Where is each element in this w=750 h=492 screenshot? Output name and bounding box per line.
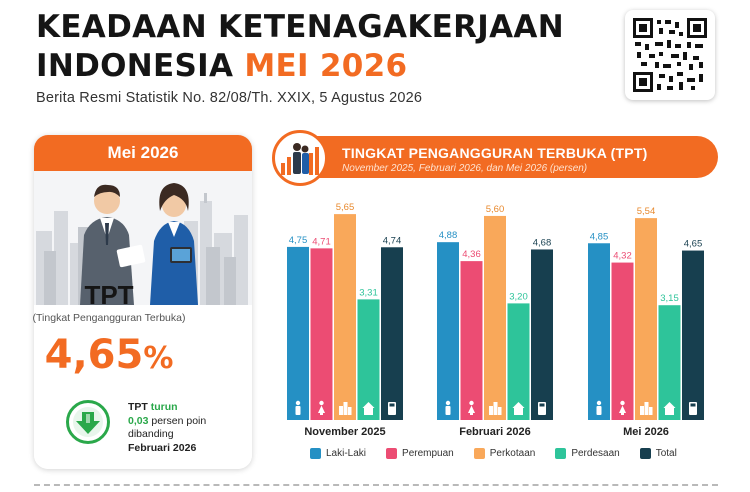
bar-perempuan-0 (310, 248, 333, 420)
tpt-value: 4,65% (0, 332, 218, 378)
legend-label: Perempuan (402, 448, 454, 459)
legend-swatch (386, 448, 398, 459)
tpt-summary-card: Mei 2026 (34, 135, 252, 469)
note-trend: turun (150, 401, 178, 413)
village-icon (663, 402, 676, 415)
bar-perkotaan-1 (484, 215, 506, 420)
business-people-illustration (34, 171, 252, 305)
village-icon (512, 402, 525, 415)
legend-item: Laki-Laki (310, 448, 366, 459)
legend-swatch (310, 448, 321, 459)
bar-value-label: 4,36 (462, 249, 481, 260)
legend-item: Total (639, 448, 677, 459)
bar-value-label: 5,54 (637, 206, 656, 217)
legend-item: Perempuan (386, 448, 454, 459)
bar-value-label: 4,75 (289, 235, 308, 246)
bar-value-label: 5,65 (336, 202, 355, 213)
legend-swatch (555, 448, 567, 459)
bar-perdesaan-0 (357, 299, 380, 420)
bar-value-label: 4,32 (613, 251, 632, 262)
bar-perkotaan-0 (334, 214, 356, 420)
tpt-bar-chart: 4,75 4,71 5,65 3,31 4,74 November 2025 4,88 4,3… (287, 202, 704, 438)
note-tpt: TPT (128, 401, 148, 413)
village-icon (362, 402, 375, 415)
bar-perdesaan-1 (507, 303, 530, 420)
legend-swatch (639, 448, 651, 459)
legend-item: Perdesaan (555, 448, 620, 459)
bottom-divider (34, 484, 718, 486)
bar-perkotaan-2 (635, 218, 657, 420)
legend-item: Perkotaan (473, 448, 536, 459)
title-line-1: KEADAAN KETENAGAKERJAAN (36, 9, 564, 45)
bar-value-label: 4,85 (590, 231, 609, 242)
bar-value-label: 4,65 (684, 239, 703, 250)
category-label: Mei 2026 (623, 426, 669, 438)
card-period-header: Mei 2026 (34, 135, 252, 171)
city-icon (640, 402, 653, 415)
chart-subtitle: November 2025, Februari 2026, dan Mei 20… (342, 163, 588, 174)
category-label: Februari 2026 (459, 426, 531, 438)
bar-total-2 (682, 250, 704, 420)
tpt-label: TPT (84, 280, 134, 310)
note-compare: dibanding (128, 428, 174, 440)
workers-icon (272, 130, 328, 186)
calculator-icon (689, 402, 697, 415)
legend-label: Laki-Laki (326, 448, 367, 459)
down-arrow-icon (66, 400, 110, 444)
bar-value-label: 4,68 (533, 237, 552, 248)
bar-value-label: 4,71 (312, 236, 331, 247)
bar-laki-laki-2 (588, 243, 610, 420)
qr-code[interactable] (625, 10, 715, 100)
tpt-full-name: (Tingkat Pengangguran Terbuka) (32, 312, 186, 324)
male-icon (596, 400, 602, 415)
title-line-2-main: INDONESIA (36, 48, 245, 84)
bar-perempuan-2 (611, 262, 634, 420)
bar-laki-laki-1 (437, 242, 459, 420)
note-change-value: 0,03 (128, 414, 149, 427)
chart-header-bar (274, 136, 718, 178)
calculator-icon (538, 402, 546, 415)
bar-value-label: 4,74 (383, 235, 402, 246)
category-label: November 2025 (304, 426, 385, 438)
note-change-unit: persen poin (148, 414, 207, 427)
chart-legend: Laki-Laki Perempuan Perkotaan Perdesaan Tota… (310, 448, 697, 459)
bar-perdesaan-2 (658, 305, 681, 420)
city-icon (339, 402, 352, 415)
bar-value-label: 4,88 (439, 230, 458, 241)
title-line-2: INDONESIA MEI 2026 (36, 47, 564, 86)
bar-value-label: 5,60 (486, 204, 505, 215)
legend-label: Perkotaan (489, 448, 536, 459)
card-body (34, 305, 252, 469)
legend-label: Perdesaan (571, 448, 620, 459)
female-icon (468, 400, 475, 415)
tpt-value-number: 4,65 (44, 332, 144, 378)
female-icon (619, 400, 626, 415)
calculator-icon (388, 402, 396, 415)
publication-reference: Berita Resmi Statistik No. 82/08/Th. XXI… (36, 90, 423, 106)
bar-total-1 (531, 249, 553, 420)
male-icon (295, 400, 301, 415)
legend-swatch (473, 448, 485, 459)
city-icon (489, 402, 502, 415)
chart-title: TINGKAT PENGANGGURAN TERBUKA (TPT) (342, 145, 648, 161)
tpt-value-unit: % (143, 341, 174, 376)
bar-laki-laki-0 (287, 246, 309, 420)
note-period: Februari 2026 (128, 441, 197, 454)
bar-value-label: 3,20 (509, 291, 528, 302)
bar-total-0 (381, 247, 403, 420)
male-icon (445, 400, 451, 415)
qr-code-icon (633, 18, 707, 92)
female-icon (318, 400, 325, 415)
bar-value-label: 3,15 (660, 293, 679, 304)
tpt-change-note: TPT turun 0,03 persen poin dibanding Feb… (128, 401, 206, 455)
title-period: MEI 2026 (244, 48, 408, 84)
legend-label: Total (655, 448, 677, 459)
bar-value-label: 3,31 (359, 287, 378, 298)
bar-perempuan-1 (460, 261, 483, 420)
page-title: KEADAAN KETENAGAKERJAAN INDONESIA MEI 20… (36, 8, 564, 86)
